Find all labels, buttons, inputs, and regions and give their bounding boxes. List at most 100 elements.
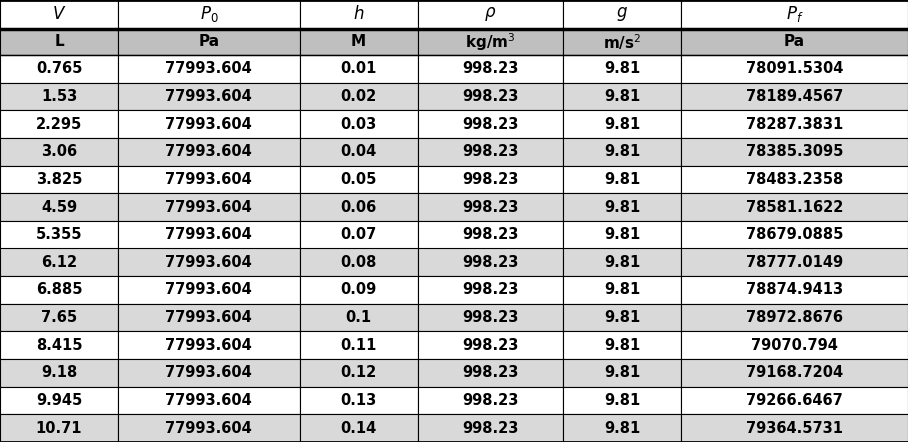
Text: 8.415: 8.415: [35, 338, 83, 353]
Bar: [0, 28, 118, 55]
Bar: [418, 276, 563, 304]
Text: m/s$^2$: m/s$^2$: [603, 32, 641, 52]
Bar: [0, 387, 118, 414]
Text: 79364.5731: 79364.5731: [746, 421, 843, 436]
Text: 77993.604: 77993.604: [165, 393, 252, 408]
Bar: [681, 55, 908, 83]
Text: 77993.604: 77993.604: [165, 366, 252, 381]
Bar: [418, 83, 563, 110]
Text: 10.71: 10.71: [35, 421, 83, 436]
Bar: [300, 28, 418, 55]
Bar: [563, 193, 681, 221]
Bar: [300, 276, 418, 304]
Text: 78287.3831: 78287.3831: [745, 117, 844, 132]
Bar: [563, 414, 681, 442]
Text: L: L: [54, 34, 64, 49]
Text: 998.23: 998.23: [462, 227, 518, 242]
Bar: [563, 387, 681, 414]
Bar: [118, 221, 300, 248]
Text: 0.07: 0.07: [340, 227, 377, 242]
Bar: [300, 138, 418, 166]
Bar: [0, 276, 118, 304]
Bar: [563, 304, 681, 332]
Text: $\mathit{P_0}$: $\mathit{P_0}$: [200, 4, 218, 24]
Text: 77993.604: 77993.604: [165, 89, 252, 104]
Bar: [0, 414, 118, 442]
Bar: [418, 28, 563, 55]
Bar: [0, 304, 118, 332]
Text: 3.825: 3.825: [35, 172, 83, 187]
Bar: [681, 166, 908, 193]
Bar: [681, 138, 908, 166]
Bar: [118, 248, 300, 276]
Text: 0.05: 0.05: [340, 172, 377, 187]
Bar: [0, 359, 118, 387]
Bar: [300, 387, 418, 414]
Bar: [0, 83, 118, 110]
Text: 998.23: 998.23: [462, 393, 518, 408]
Bar: [118, 28, 300, 55]
Text: 998.23: 998.23: [462, 338, 518, 353]
Text: M: M: [351, 34, 366, 49]
Text: 9.81: 9.81: [604, 117, 640, 132]
Text: 77993.604: 77993.604: [165, 282, 252, 297]
Bar: [563, 332, 681, 359]
Text: 2.295: 2.295: [36, 117, 82, 132]
Text: 9.81: 9.81: [604, 199, 640, 214]
Bar: [118, 83, 300, 110]
Text: 9.81: 9.81: [604, 310, 640, 325]
Text: 0.13: 0.13: [340, 393, 377, 408]
Bar: [563, 221, 681, 248]
Bar: [681, 332, 908, 359]
Bar: [563, 359, 681, 387]
Text: $\mathit{h}$: $\mathit{h}$: [353, 5, 364, 23]
Bar: [681, 359, 908, 387]
Text: 9.18: 9.18: [41, 366, 77, 381]
Text: 9.81: 9.81: [604, 393, 640, 408]
Bar: [563, 83, 681, 110]
Text: 0.765: 0.765: [35, 61, 83, 76]
Bar: [300, 414, 418, 442]
Text: 5.355: 5.355: [35, 227, 83, 242]
Text: 77993.604: 77993.604: [165, 172, 252, 187]
Bar: [0, 166, 118, 193]
Text: 9.945: 9.945: [36, 393, 82, 408]
Bar: [681, 276, 908, 304]
Bar: [118, 359, 300, 387]
Bar: [681, 414, 908, 442]
Text: kg/m$^3$: kg/m$^3$: [465, 31, 516, 53]
Text: 0.01: 0.01: [340, 61, 377, 76]
Text: 9.81: 9.81: [604, 282, 640, 297]
Text: $\mathit{g}$: $\mathit{g}$: [616, 5, 628, 23]
Text: 78581.1622: 78581.1622: [745, 199, 844, 214]
Text: 79168.7204: 79168.7204: [746, 366, 843, 381]
Text: 9.81: 9.81: [604, 172, 640, 187]
Text: Pa: Pa: [198, 34, 220, 49]
Bar: [0, 110, 118, 138]
Text: 9.81: 9.81: [604, 144, 640, 159]
Text: 9.81: 9.81: [604, 338, 640, 353]
Text: Pa: Pa: [784, 34, 805, 49]
Bar: [118, 304, 300, 332]
Text: 998.23: 998.23: [462, 144, 518, 159]
Text: 79266.6467: 79266.6467: [746, 393, 843, 408]
Text: 9.81: 9.81: [604, 421, 640, 436]
Bar: [0, 193, 118, 221]
Text: 77993.604: 77993.604: [165, 199, 252, 214]
Bar: [563, 248, 681, 276]
Bar: [418, 0, 563, 28]
Bar: [681, 387, 908, 414]
Text: 77993.604: 77993.604: [165, 117, 252, 132]
Text: 78874.9413: 78874.9413: [746, 282, 843, 297]
Text: $\mathit{\rho}$: $\mathit{\rho}$: [484, 5, 497, 23]
Bar: [418, 166, 563, 193]
Bar: [418, 387, 563, 414]
Bar: [0, 248, 118, 276]
Text: 0.08: 0.08: [340, 255, 377, 270]
Bar: [418, 304, 563, 332]
Text: 79070.794: 79070.794: [751, 338, 838, 353]
Bar: [563, 28, 681, 55]
Bar: [0, 138, 118, 166]
Text: 6.885: 6.885: [35, 282, 83, 297]
Bar: [118, 276, 300, 304]
